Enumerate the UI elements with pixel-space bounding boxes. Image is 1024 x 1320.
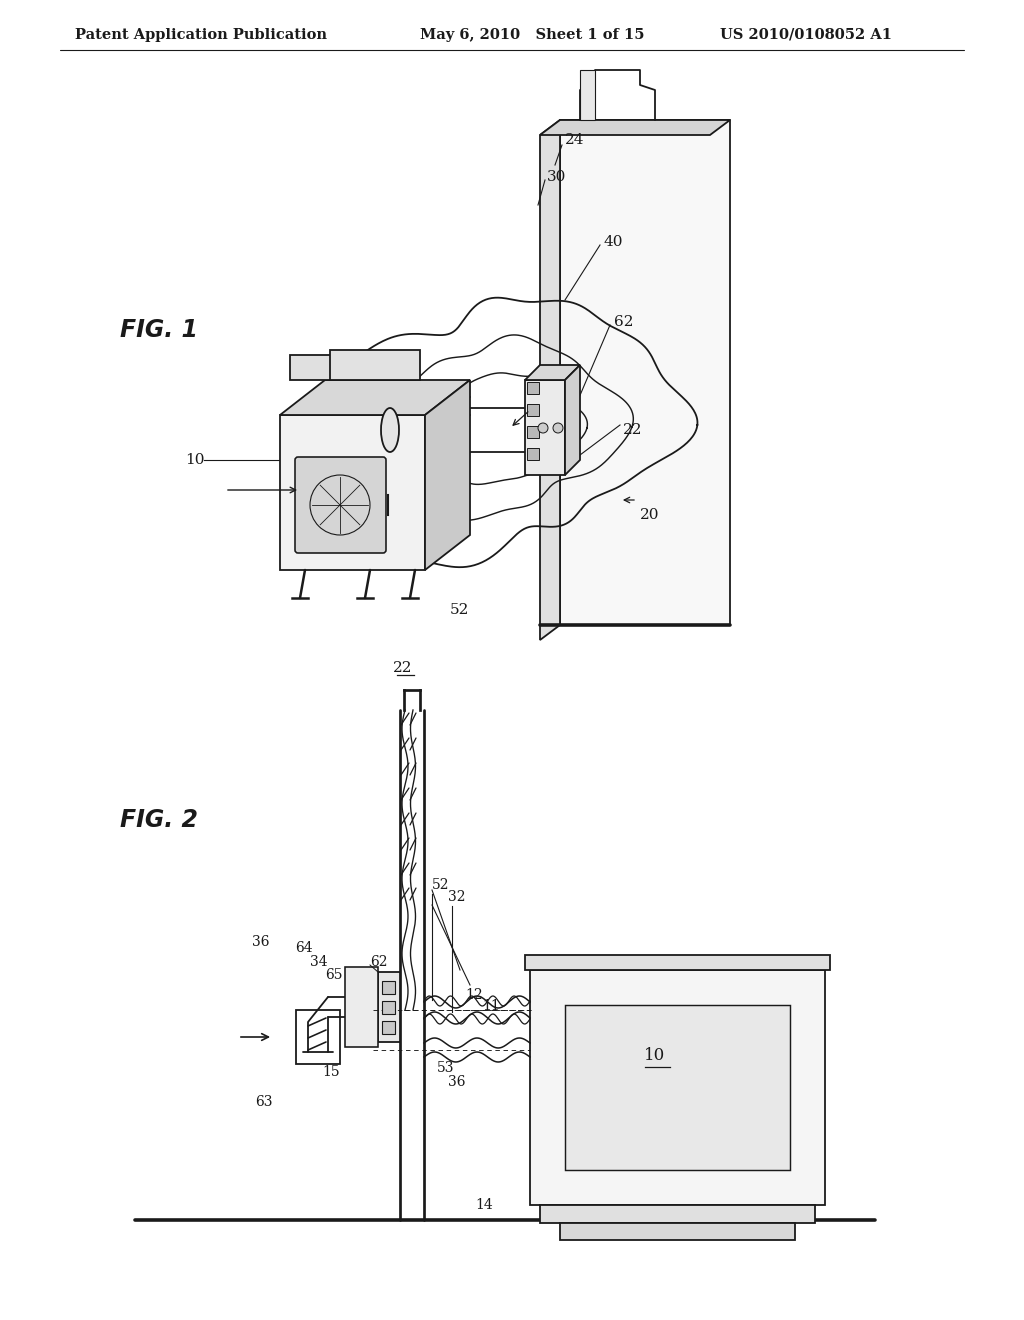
Text: 52: 52: [432, 878, 450, 892]
Text: 62: 62: [370, 954, 387, 969]
Circle shape: [538, 422, 548, 433]
Text: 62: 62: [614, 315, 634, 329]
Text: 63: 63: [255, 1096, 272, 1109]
Text: 30: 30: [547, 170, 566, 183]
Text: 14: 14: [475, 1199, 493, 1212]
Text: FIG. 2: FIG. 2: [120, 808, 198, 832]
Text: 64: 64: [295, 941, 312, 954]
Bar: [382, 1001, 395, 1014]
Polygon shape: [330, 350, 420, 380]
Polygon shape: [580, 70, 595, 120]
Bar: [527, 404, 539, 416]
Ellipse shape: [381, 408, 399, 451]
Text: 36: 36: [449, 1074, 466, 1089]
Text: 34: 34: [310, 954, 328, 969]
Polygon shape: [560, 1224, 795, 1239]
Polygon shape: [530, 970, 825, 1205]
Polygon shape: [378, 972, 400, 1041]
Text: 52: 52: [450, 603, 469, 616]
Bar: [382, 981, 395, 994]
Text: 36: 36: [252, 935, 269, 949]
Polygon shape: [280, 380, 470, 414]
Text: US 2010/0108052 A1: US 2010/0108052 A1: [720, 28, 892, 42]
Polygon shape: [525, 954, 830, 970]
Text: 22: 22: [623, 422, 642, 437]
Text: 20: 20: [640, 508, 659, 521]
Text: 65: 65: [325, 968, 342, 982]
Text: Patent Application Publication: Patent Application Publication: [75, 28, 327, 42]
Text: FIG. 1: FIG. 1: [120, 318, 198, 342]
Bar: [382, 1020, 395, 1034]
Polygon shape: [540, 120, 730, 135]
Polygon shape: [540, 120, 560, 640]
Polygon shape: [565, 366, 580, 475]
Text: 32: 32: [449, 890, 466, 904]
Ellipse shape: [549, 389, 571, 470]
Circle shape: [553, 422, 563, 433]
FancyBboxPatch shape: [295, 457, 386, 553]
Polygon shape: [560, 120, 730, 624]
Text: 12: 12: [465, 987, 482, 1002]
Polygon shape: [540, 1205, 815, 1224]
Polygon shape: [345, 968, 378, 1047]
Text: 24: 24: [565, 133, 585, 147]
Polygon shape: [425, 380, 470, 570]
Bar: [527, 426, 539, 438]
Text: 15: 15: [322, 1065, 340, 1078]
Text: 10: 10: [644, 1047, 666, 1064]
Text: 40: 40: [603, 235, 623, 249]
Polygon shape: [280, 414, 425, 570]
Polygon shape: [290, 355, 415, 380]
Bar: [527, 381, 539, 393]
Text: 10: 10: [185, 453, 205, 467]
Polygon shape: [525, 366, 580, 380]
Text: 22: 22: [393, 661, 413, 675]
Polygon shape: [565, 1005, 790, 1170]
Bar: [527, 447, 539, 459]
Polygon shape: [525, 380, 565, 475]
Text: 11: 11: [482, 999, 500, 1012]
Text: May 6, 2010   Sheet 1 of 15: May 6, 2010 Sheet 1 of 15: [420, 28, 644, 42]
Text: 53: 53: [437, 1061, 455, 1074]
